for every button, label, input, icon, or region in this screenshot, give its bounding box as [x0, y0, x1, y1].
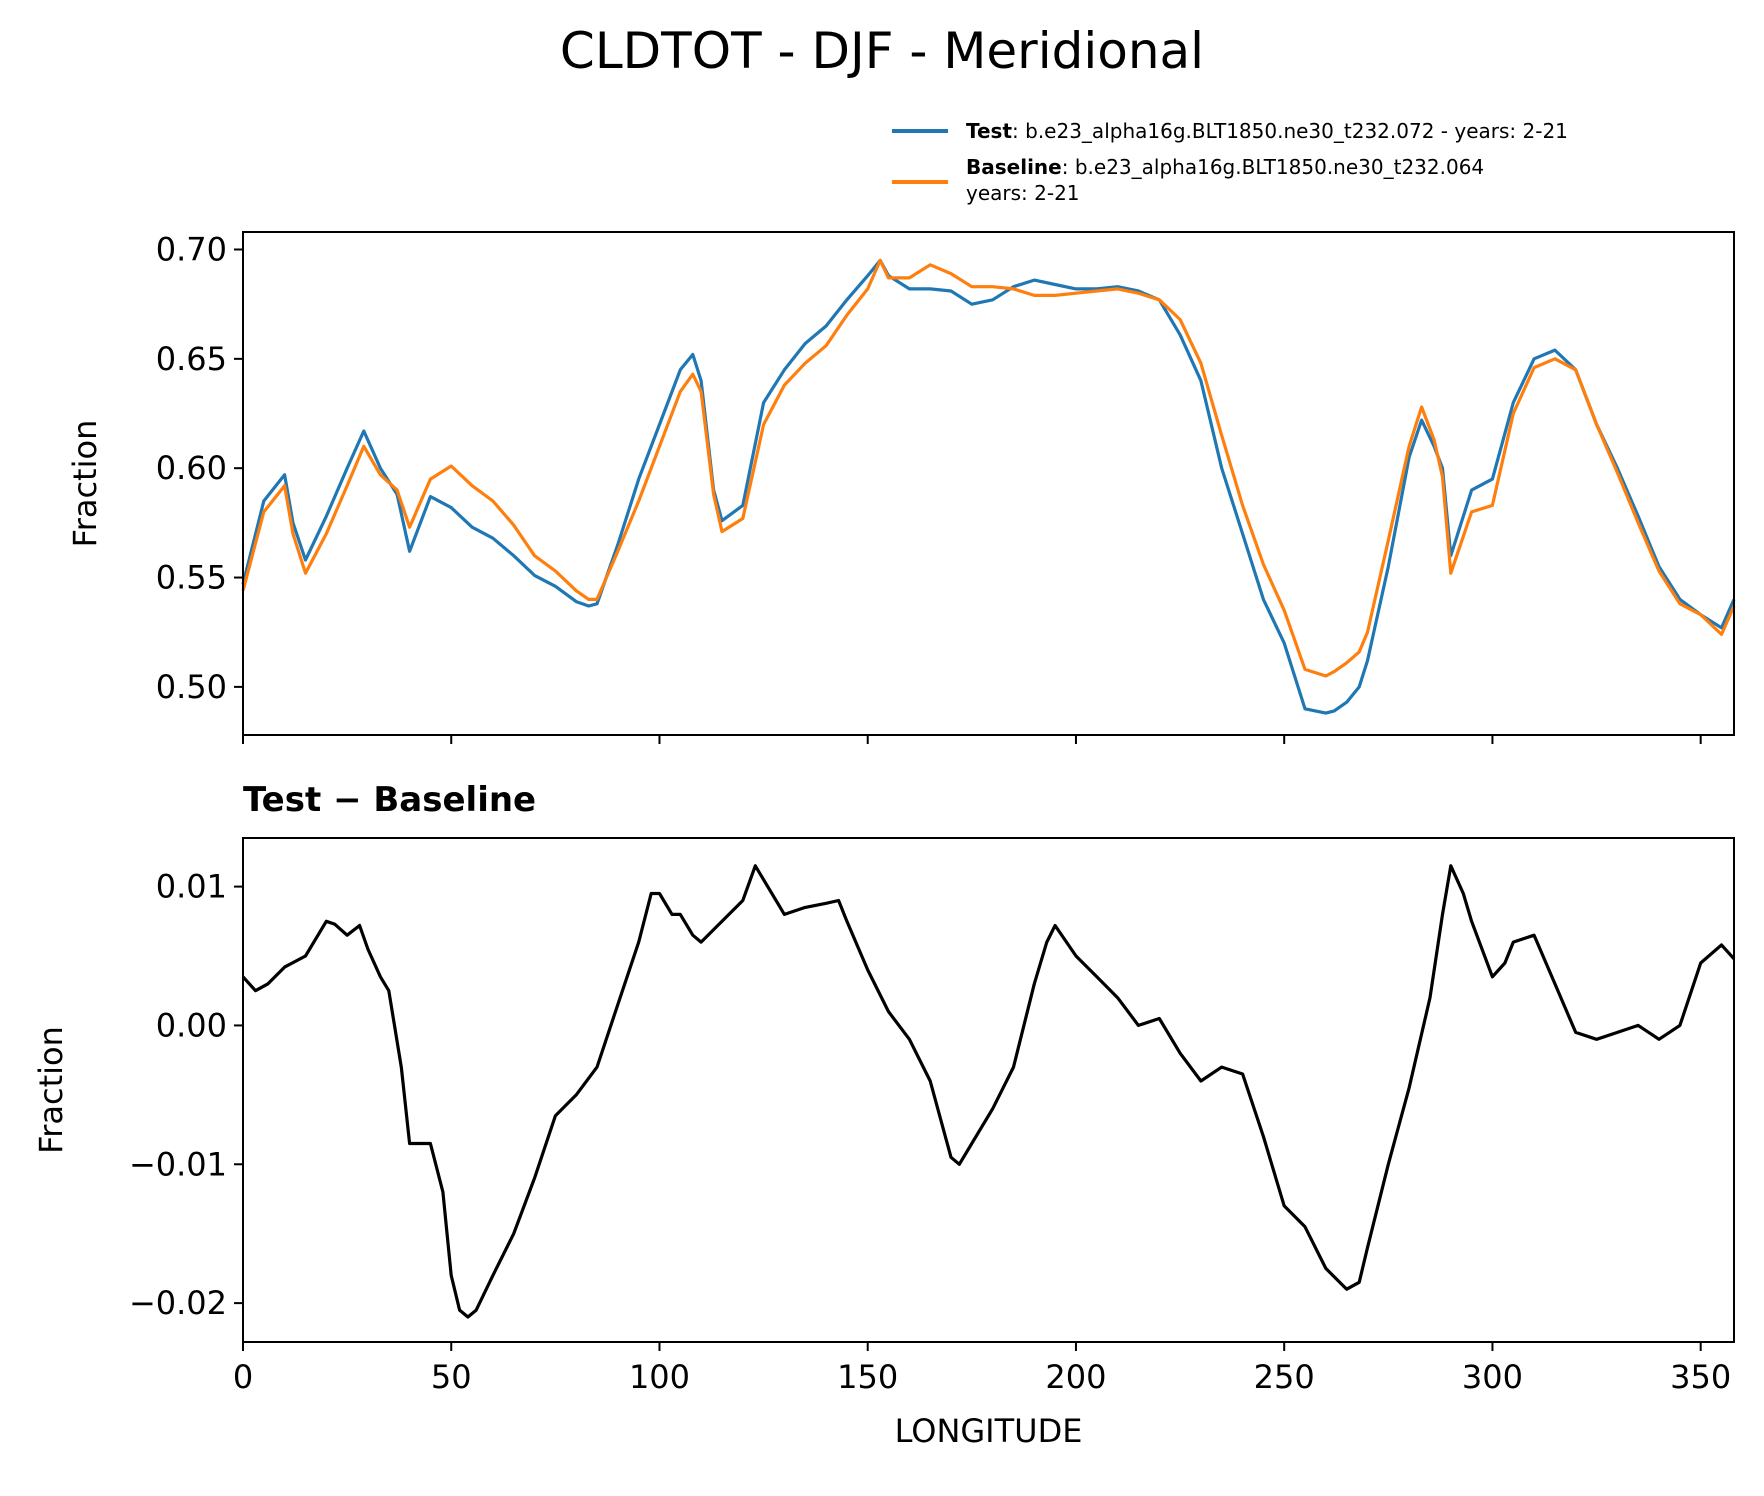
legend-name-baseline: Baseline — [966, 155, 1062, 179]
series-line-test-p0 — [241, 258, 1736, 715]
x-axis-label-p1: LONGITUDE — [895, 1412, 1083, 1450]
series-line-baseline-p0 — [241, 258, 1736, 678]
y-tick-label-p1: 0.01 — [156, 868, 227, 906]
legend-swatch-baseline — [892, 180, 948, 184]
y-tick-label-p1: −0.01 — [129, 1145, 227, 1183]
y-tick-label-p1: 0.00 — [156, 1006, 227, 1044]
legend: Test: b.e23_alpha16g.BLT1850.ne30_t232.0… — [888, 118, 1568, 216]
x-tick-label-p1: 100 — [629, 1358, 690, 1396]
x-tick-label-p1: 350 — [1670, 1358, 1731, 1396]
y-axis-label-p0: Fraction — [66, 420, 104, 548]
series-line-test-baseline-p1 — [241, 864, 1736, 1319]
legend-sep-test: : — [1012, 119, 1019, 143]
chart-title: CLDTOT - DJF - Meridional — [559, 22, 1205, 80]
x-tick-label-p1: 300 — [1462, 1358, 1523, 1396]
legend-text-test: b.e23_alpha16g.BLT1850.ne30_t232.072 - y… — [1025, 119, 1568, 143]
y-tick-label-p0: 0.55 — [156, 559, 227, 597]
legend-sep-baseline: : — [1061, 155, 1069, 179]
y-tick-label-p0: 0.65 — [156, 340, 227, 378]
y-tick-label-p0: 0.60 — [156, 449, 227, 487]
legend-text-baseline: b.e23_alpha16g.BLT1850.ne30_t232.064 — [1074, 155, 1485, 179]
x-tick-label-p1: 0 — [233, 1358, 253, 1396]
diff-panel-title: Test − Baseline — [243, 780, 537, 820]
legend-name-test: Test — [966, 119, 1013, 143]
legend-entry-baseline: Baseline: b.e23_alpha16g.BLT1850.ne30_t2… — [888, 154, 1568, 206]
y-tick-label-p1: −0.02 — [129, 1284, 227, 1322]
axes-frame-p1 — [242, 837, 1735, 1343]
legend-swatch-test — [892, 129, 948, 133]
legend-text2-baseline: years: 2-21 — [966, 181, 1080, 205]
axes-frame-p0 — [242, 231, 1735, 736]
x-tick-label-p1: 50 — [431, 1358, 472, 1396]
x-tick-label-p1: 150 — [837, 1358, 898, 1396]
y-tick-label-p0: 0.70 — [156, 230, 227, 268]
x-tick-label-p1: 200 — [1045, 1358, 1106, 1396]
x-tick-label-p1: 250 — [1254, 1358, 1315, 1396]
y-tick-label-p0: 0.50 — [156, 668, 227, 706]
legend-entry-test: Test: b.e23_alpha16g.BLT1850.ne30_t232.0… — [888, 118, 1568, 144]
y-axis-label-p1: Fraction — [32, 1026, 70, 1154]
